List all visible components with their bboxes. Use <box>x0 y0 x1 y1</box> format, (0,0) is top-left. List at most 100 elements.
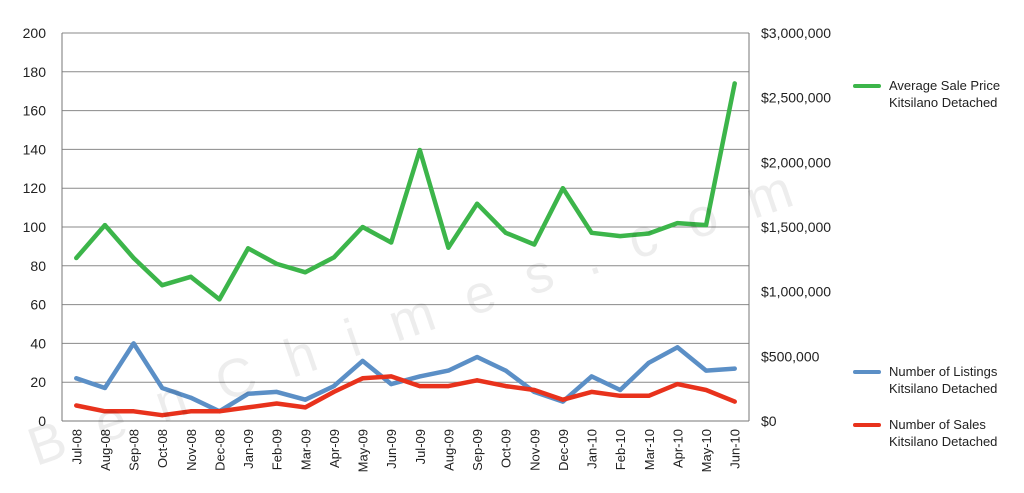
x-tick-label: Nov-08 <box>184 429 199 471</box>
right-tick-label: $0 <box>761 413 777 429</box>
legend-label-sales: Number of Sales Kitsilano Detached <box>889 416 1024 450</box>
data-point-series-2 <box>532 387 537 392</box>
data-point-series-2 <box>475 378 480 383</box>
x-tick-label: Jan-10 <box>585 429 600 469</box>
data-point-series-0 <box>675 221 680 226</box>
data-point-series-0 <box>646 231 651 236</box>
right-tick-label: $3,000,000 <box>761 25 831 41</box>
left-tick-label: 0 <box>38 413 46 429</box>
data-point-series-1 <box>102 386 107 391</box>
legend-swatch-sales <box>853 423 881 427</box>
data-point-series-0 <box>102 223 107 228</box>
data-point-series-1 <box>675 345 680 350</box>
legend-item-sales: Number of Sales Kitsilano Detached <box>853 416 1024 450</box>
x-tick-label: Sep-09 <box>470 429 485 471</box>
x-tick-label: Mar-10 <box>642 429 657 470</box>
data-point-series-1 <box>417 374 422 379</box>
legend-swatch-avg-price <box>853 84 881 88</box>
data-point-series-1 <box>732 366 737 371</box>
data-point-series-1 <box>646 360 651 365</box>
data-point-series-2 <box>389 374 394 379</box>
series-line-2 <box>74 374 737 418</box>
data-point-series-2 <box>589 389 594 394</box>
x-tick-label: Feb-09 <box>270 429 285 470</box>
data-point-series-0 <box>503 230 508 235</box>
data-point-series-0 <box>74 256 79 261</box>
right-tick-label: $1,500,000 <box>761 219 831 235</box>
legend-label-line: Number of Listings <box>889 364 998 379</box>
right-tick-label: $500,000 <box>761 348 820 364</box>
x-tick-label: Apr-09 <box>327 429 342 468</box>
left-tick-label: 120 <box>23 180 47 196</box>
left-tick-label: 180 <box>23 64 47 80</box>
x-tick-label: Feb-10 <box>613 429 628 470</box>
data-point-series-1 <box>360 358 365 363</box>
x-tick-label: Aug-09 <box>441 429 456 471</box>
left-tick-label: 20 <box>30 374 46 390</box>
data-point-series-1 <box>74 376 79 381</box>
data-point-series-2 <box>618 393 623 398</box>
data-point-series-2 <box>503 384 508 389</box>
data-point-series-1 <box>303 397 308 402</box>
legend-item-avg-price: Average Sale Price Kitsilano Detached <box>853 77 1024 111</box>
right-tick-label: $1,000,000 <box>761 284 831 300</box>
data-point-series-0 <box>160 283 165 288</box>
x-axis-ticks: Jul-08 Aug-08 Sep-08 Oct-08 Nov-08 Dec-08 Jan-… <box>69 429 742 472</box>
x-tick-label: Sep-08 <box>127 429 142 471</box>
x-tick-label: Mar-09 <box>298 429 313 470</box>
legend-label-listings: Number of Listings Kitsilano Detached <box>889 363 1024 397</box>
left-tick-label: 200 <box>23 25 47 41</box>
x-tick-label: Dec-09 <box>556 429 571 471</box>
data-point-series-1 <box>131 341 136 346</box>
gridlines <box>62 32 749 383</box>
axes <box>61 33 750 422</box>
legend-label-line: Kitsilano Detached <box>889 434 998 449</box>
data-point-series-1 <box>188 395 193 400</box>
data-point-series-2 <box>131 409 136 414</box>
x-tick-label: Oct-09 <box>499 429 514 468</box>
data-point-series-1 <box>589 374 594 379</box>
x-tick-label: May-10 <box>699 429 714 472</box>
data-point-series-0 <box>589 230 594 235</box>
data-point-series-0 <box>360 225 365 229</box>
x-tick-label: Dec-08 <box>212 429 227 471</box>
data-point-series-1 <box>160 386 165 391</box>
x-tick-label: Aug-08 <box>98 429 113 471</box>
data-point-series-0 <box>732 81 737 86</box>
data-point-series-0 <box>331 255 336 260</box>
data-point-series-1 <box>446 368 451 373</box>
data-point-series-2 <box>560 397 565 402</box>
left-tick-label: 140 <box>23 141 47 157</box>
data-point-series-0 <box>274 261 279 266</box>
data-point-series-2 <box>102 409 107 414</box>
data-point-series-2 <box>732 399 737 404</box>
left-tick-label: 100 <box>23 219 47 235</box>
right-axis-ticks: $0 $500,000 $1,000,000 $1,500,000 $2,000,000… <box>761 25 831 429</box>
x-tick-label: Jul-09 <box>413 429 428 464</box>
legend-label-line: Number of Sales <box>889 417 986 432</box>
data-point-series-1 <box>246 391 251 396</box>
data-point-series-2 <box>74 403 79 408</box>
data-point-series-2 <box>446 384 451 389</box>
legend-swatch-listings <box>853 370 881 374</box>
data-point-series-1 <box>274 389 279 394</box>
data-point-series-0 <box>560 186 565 191</box>
left-tick-label: 160 <box>23 103 47 119</box>
data-point-series-2 <box>331 389 336 394</box>
x-tick-label: Jun-09 <box>384 429 399 469</box>
data-point-series-2 <box>303 405 308 410</box>
data-point-series-2 <box>274 401 279 406</box>
data-point-series-2 <box>704 387 709 392</box>
data-point-series-0 <box>389 240 394 245</box>
data-point-series-0 <box>475 201 480 206</box>
legend-label-line: Average Sale Price <box>889 78 1001 93</box>
data-point-series-0 <box>704 223 709 228</box>
data-point-series-0 <box>446 245 451 250</box>
data-point-series-1 <box>475 354 480 359</box>
x-tick-label: Nov-09 <box>527 429 542 471</box>
left-tick-label: 80 <box>30 258 46 274</box>
legend-label-line: Kitsilano Detached <box>889 381 998 396</box>
data-point-series-0 <box>217 297 222 302</box>
data-point-series-1 <box>618 387 623 392</box>
